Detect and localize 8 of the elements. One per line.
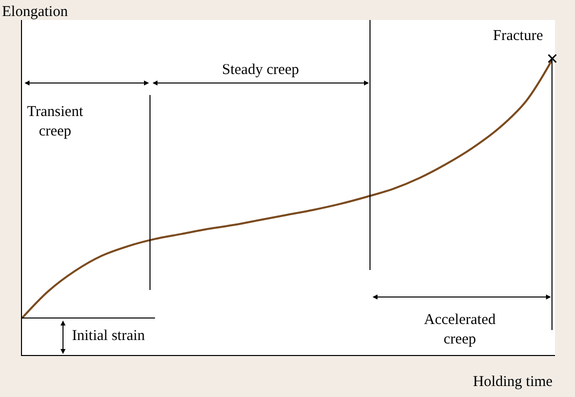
annotation: Steady creep xyxy=(222,62,300,78)
annotation: ✕ xyxy=(546,52,559,68)
x-axis-title: Holding time xyxy=(473,374,553,390)
annotation: Accelerated creep xyxy=(424,312,496,348)
annotation: Initial strain xyxy=(72,328,146,344)
y-axis-title: Elongation xyxy=(2,4,68,20)
annotation: Transient creep xyxy=(27,104,84,140)
text: Fracture xyxy=(493,28,544,44)
